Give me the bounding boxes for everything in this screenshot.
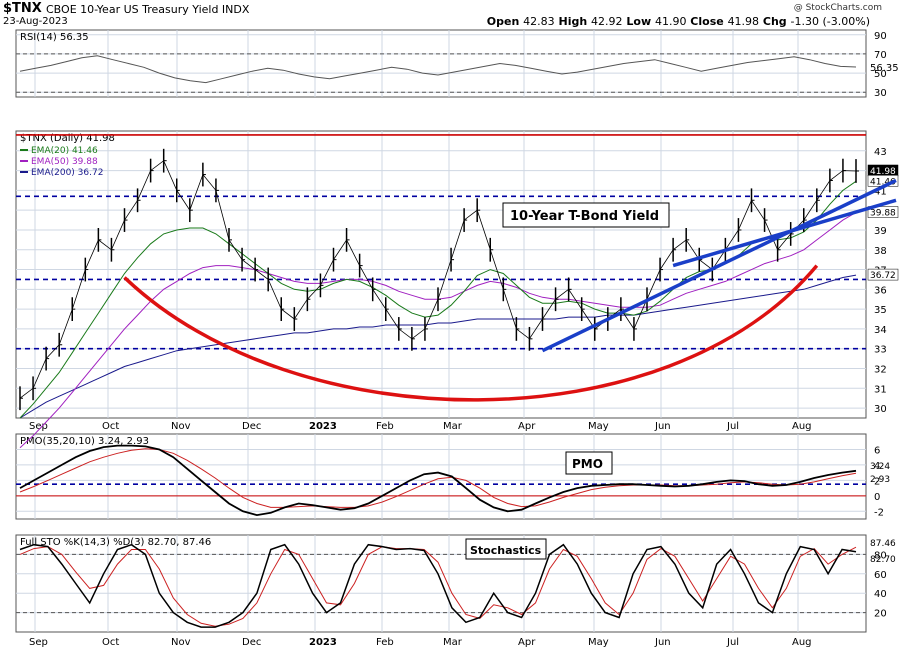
stoch-k-line	[19, 543, 857, 628]
x-tick-label-bottom: 2023	[309, 637, 337, 648]
price-right-value: 41.98	[870, 167, 896, 177]
stoch-box-text: Stochastics	[470, 544, 542, 557]
pmo-box-text: PMO	[572, 457, 603, 471]
y-tick-label-pmo: 6	[874, 445, 880, 456]
y-tick-label-pmo: 4	[874, 461, 880, 472]
x-tick-label-price: 2023	[309, 421, 337, 432]
y-tick-label-price: 35	[874, 305, 887, 316]
panel-label-stochastics: Full STO %K(14,3) %D(3) 82.70, 87.46	[20, 537, 211, 548]
y-tick-label-rsi: 70	[874, 50, 887, 61]
y-tick-label-rsi: 30	[874, 88, 887, 99]
y-tick-label-pmo: 2	[874, 476, 880, 487]
panel-frame-rsi	[15, 29, 867, 98]
y-tick-label-stochastics: 80	[874, 550, 887, 561]
ohlc-readout: Open 42.83 High 42.92 Low 41.90 Close 41…	[486, 15, 870, 28]
x-tick-label-price: Jul	[726, 421, 739, 432]
price-right-tag	[867, 206, 899, 218]
panel-label-pmo: PMO(35,20,10) 3.24, 2.93	[20, 436, 149, 447]
y-tick-label-price: 30	[874, 404, 887, 415]
panel-label-price: $TNX (Daily) 41.98	[20, 133, 115, 144]
x-tick-label-bottom: Jun	[654, 637, 671, 648]
x-tick-label-price: Jun	[654, 421, 671, 432]
rounded-bottom-arc	[123, 264, 819, 402]
x-tick-label-bottom: Oct	[102, 637, 119, 648]
y-tick-label-price: 36	[874, 285, 887, 296]
rsi-line	[19, 55, 857, 84]
title-box	[502, 202, 670, 228]
x-tick-label-price: Feb	[376, 421, 394, 432]
x-tick-label-price: Apr	[518, 421, 536, 432]
x-tick-label-price: Dec	[242, 421, 261, 432]
pmo-box	[565, 451, 613, 475]
trend-line-upper	[672, 198, 897, 268]
rsi-last-value: 56.35	[870, 63, 899, 74]
pmo-right-value: 3.24	[870, 462, 890, 472]
x-tick-label-bottom: Nov	[171, 637, 191, 648]
x-tick-label-bottom: Mar	[443, 637, 463, 648]
x-tick-label-price: Mar	[443, 421, 463, 432]
x-tick-label-price: Sep	[29, 421, 48, 432]
price-right-value: 39.88	[870, 209, 896, 219]
price-close-line	[19, 160, 857, 399]
x-tick-label-bottom: May	[588, 637, 609, 648]
y-tick-label-price: 32	[874, 365, 887, 376]
x-tick-label-bottom: Jul	[726, 637, 739, 648]
pmo-right-value: 2.93	[870, 475, 890, 485]
panel-label-rsi: RSI(14) 56.35	[20, 32, 89, 43]
stoch-d-line	[19, 546, 857, 627]
y-tick-label-price: 31	[874, 384, 887, 395]
legend-entry: EMA(20) 41.46	[31, 146, 98, 156]
open-value: 42.83	[523, 15, 555, 28]
y-tick-label-rsi: 90	[874, 31, 887, 42]
y-tick-label-price: 38	[874, 246, 887, 257]
x-tick-label-bottom: Apr	[518, 637, 536, 648]
price-right-tag	[867, 268, 899, 281]
x-tick-label-bottom: Aug	[792, 637, 812, 648]
y-tick-label-price: 33	[874, 345, 887, 356]
stoch-box	[465, 538, 547, 560]
y-tick-label-stochastics: 60	[874, 570, 887, 581]
legend-entry: EMA(200) 36.72	[31, 168, 103, 178]
y-tick-label-stochastics: 20	[874, 609, 887, 620]
y-tick-label-price: 43	[874, 147, 887, 158]
ticker-symbol: $TNX	[3, 1, 42, 16]
y-tick-label-rsi: 50	[874, 69, 887, 80]
close-value: 41.98	[727, 15, 760, 28]
stoch-right-value: 82.70	[870, 555, 896, 565]
panel-frame-stochastics	[15, 534, 867, 633]
security-name: CBOE 10-Year US Treasury Yield INDX	[46, 3, 250, 16]
y-tick-label-price: 41	[874, 186, 887, 197]
y-tick-label-pmo: -2	[874, 507, 884, 518]
x-tick-label-bottom: Sep	[29, 637, 48, 648]
y-tick-label-price: 39	[874, 226, 887, 237]
legend-entry: EMA(50) 39.88	[31, 157, 98, 167]
panel-frame-pmo	[15, 433, 867, 520]
y-tick-label-pmo: 0	[874, 492, 880, 503]
stoch-right-value: 87.46	[870, 539, 896, 549]
x-tick-label-bottom: Dec	[242, 637, 261, 648]
stockcharts-logo: @ StockCharts.com	[793, 3, 882, 13]
high-value: 42.92	[591, 15, 623, 28]
x-tick-label-price: Aug	[792, 421, 812, 432]
pmo-line	[19, 444, 857, 517]
x-tick-label-bottom: Feb	[376, 637, 394, 648]
x-tick-label-price: Oct	[102, 421, 119, 432]
low-value: 41.90	[654, 15, 687, 28]
chart-date: 23-Aug-2023	[3, 16, 68, 27]
price-right-value: 41.46	[870, 177, 896, 187]
x-tick-label-price: May	[588, 421, 609, 432]
price-right-value: 36.72	[870, 271, 896, 281]
ema200-line	[19, 274, 857, 419]
change-value: -1.30 (-3.00%)	[790, 15, 870, 28]
panel-frame-price	[15, 130, 867, 419]
y-tick-label-price: 34	[874, 325, 887, 336]
x-tick-label-price: Nov	[171, 421, 191, 432]
title-box-text: 10-Year T-Bond Yield	[510, 209, 659, 224]
trend-line-lower	[541, 178, 897, 353]
y-tick-label-stochastics: 40	[874, 589, 887, 600]
